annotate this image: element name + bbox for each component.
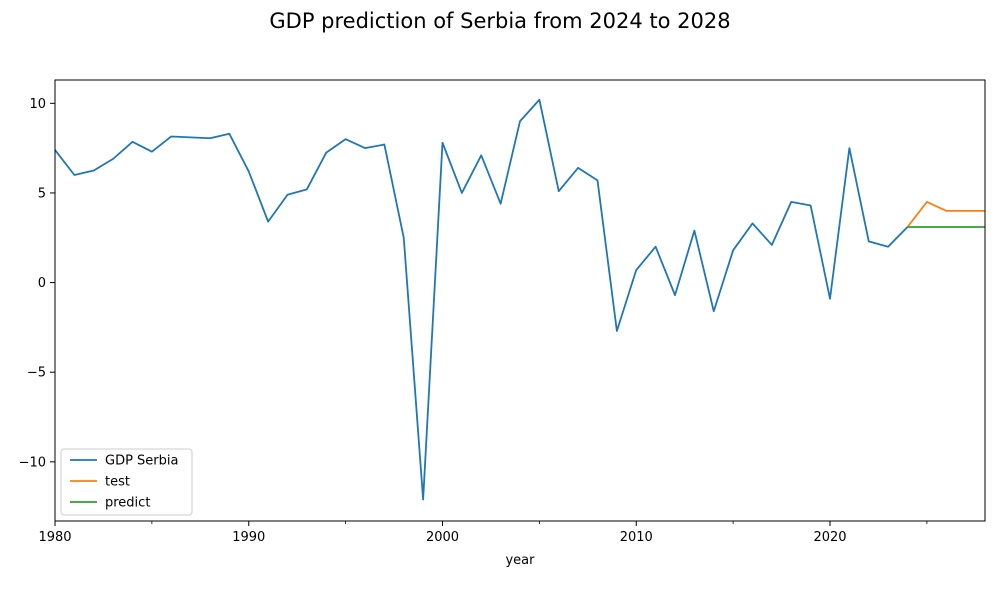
legend: GDP Serbia test predict — [60, 448, 193, 516]
y-tick-label: 10 — [29, 97, 46, 112]
y-tick-label: 0 — [38, 276, 46, 291]
legend-label: predict — [105, 496, 150, 511]
x-tick-label: 1980 — [38, 530, 71, 545]
chart-title: GDP prediction of Serbia from 2024 to 20… — [269, 9, 730, 33]
y-axis: −10 −5 0 5 10 — [19, 97, 55, 470]
y-tick-label: −10 — [19, 455, 46, 470]
legend-label: test — [105, 475, 130, 490]
x-tick-label: 2010 — [620, 530, 653, 545]
x-tick-label: 2000 — [426, 530, 459, 545]
x-axis-label: year — [505, 553, 535, 568]
plot-lines — [54, 98, 985, 501]
x-tick-label: 2020 — [813, 530, 846, 545]
y-tick-label: −5 — [27, 366, 46, 381]
series-line-2 — [906, 200, 985, 228]
x-tick-label: 1990 — [232, 530, 265, 545]
legend-label: GDP Serbia — [105, 454, 178, 469]
legend-box — [60, 448, 193, 516]
series-line-1 — [54, 98, 909, 501]
x-axis: 1980 1990 2000 2010 2020 — [38, 521, 928, 545]
y-tick-label: 5 — [38, 186, 46, 201]
plot-frame — [54, 79, 986, 522]
